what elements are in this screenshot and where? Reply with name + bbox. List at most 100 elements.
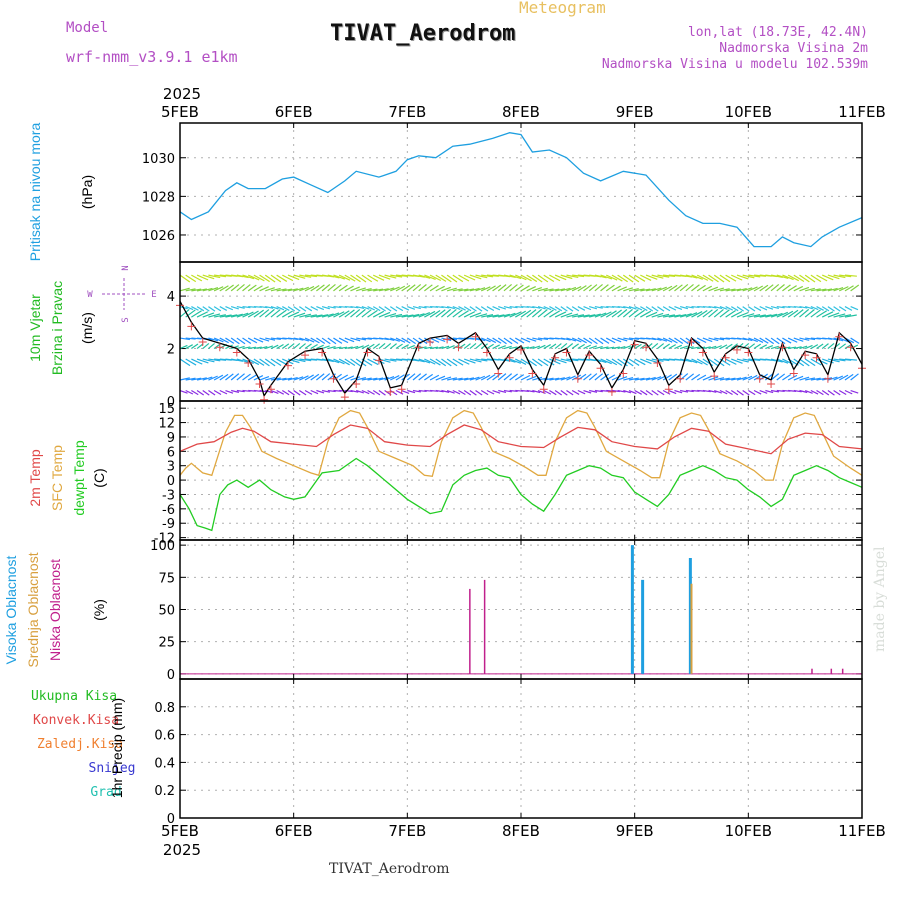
wind-barb: [458, 358, 470, 365]
wind-barb: [344, 375, 355, 381]
wind-gust-marker: [585, 351, 594, 360]
wind-barb: [497, 337, 507, 345]
wind-barb: [805, 377, 816, 381]
wind-barb: [759, 306, 768, 311]
wind-barb: [327, 389, 336, 393]
wind-barb: [719, 344, 728, 350]
wind-barb: [270, 389, 279, 395]
wind-barb: [333, 337, 343, 344]
wind-gust-marker: [755, 374, 764, 383]
wind-barb: [719, 309, 730, 318]
wind-barb: [651, 337, 662, 341]
wind-barb: [810, 344, 819, 350]
wind-barb: [480, 306, 489, 312]
wind-barb: [782, 310, 794, 318]
wind-barb: [281, 343, 290, 350]
wind-barb: [793, 305, 802, 309]
wind-barb: [367, 343, 375, 350]
wind-barb: [395, 337, 406, 343]
bottom-time-tick-label: 10FEB: [725, 822, 772, 840]
wind-barb: [509, 346, 518, 350]
wind-barb: [185, 344, 193, 350]
wind-barb: [469, 342, 477, 350]
wind-barb: [492, 344, 500, 350]
wind-barb: [748, 313, 761, 318]
wind-barb: [304, 337, 315, 343]
wind-barb: [617, 345, 626, 350]
wind-barb: [446, 344, 455, 350]
wind-barb: [588, 337, 598, 345]
wind-barb: [776, 284, 785, 292]
wind-barb: [395, 374, 405, 381]
wind-barb: [702, 389, 711, 393]
wind-barb: [543, 389, 552, 395]
compass-cross: [102, 278, 146, 310]
wind-barb: [185, 377, 196, 381]
wind-barb: [458, 377, 469, 381]
wind-barb: [287, 390, 295, 396]
wind-barb: [594, 274, 607, 279]
wind-barb: [554, 306, 563, 312]
station-title: TIVAT_Aerodrom: [330, 21, 516, 46]
wind-barb: [486, 337, 497, 344]
wind-barb: [225, 284, 234, 292]
wind-barb: [247, 284, 257, 292]
wind-barb: [242, 337, 252, 344]
wind-barb: [253, 274, 265, 282]
wind-barb: [464, 288, 475, 292]
wind-barb: [492, 306, 501, 311]
wind-barb: [532, 305, 541, 309]
wind-barb: [571, 306, 580, 312]
wind-barb: [310, 337, 320, 344]
wind-barb: [776, 337, 786, 345]
wind-barb: [833, 358, 846, 362]
wind-barb: [691, 305, 700, 309]
wind-barb: [668, 389, 677, 395]
wind-barb: [492, 337, 502, 344]
wind-barb: [594, 305, 603, 309]
wind-barb: [702, 346, 711, 350]
wind-barb: [645, 376, 656, 381]
wind-barb: [679, 313, 692, 318]
wind-barb: [372, 390, 381, 396]
wind-barb: [452, 337, 463, 340]
wind-barb: [270, 306, 279, 310]
wind-barb: [367, 377, 378, 381]
wind-barb: [191, 343, 199, 350]
wind-barb: [327, 346, 336, 350]
wind-barb: [446, 377, 458, 381]
temperature-ytick-label: -12: [154, 532, 175, 547]
wind-barb: [196, 288, 207, 292]
wind-barb: [725, 358, 737, 365]
precip-ytick-label: 0.6: [154, 729, 175, 744]
wind-barb: [674, 306, 683, 310]
wind-barb: [782, 274, 794, 281]
wind-barb: [231, 358, 244, 362]
wind-barb: [611, 285, 621, 292]
wind-barb: [816, 389, 824, 396]
wind-barb: [685, 346, 694, 350]
wind-barb: [634, 274, 646, 282]
wind-barb: [651, 287, 662, 292]
wind-barb: [441, 376, 452, 381]
wind-barb: [253, 337, 264, 343]
wind-barb: [316, 314, 329, 318]
wind-barb: [810, 389, 819, 395]
wind-barb: [844, 306, 853, 311]
wind-barb: [725, 306, 734, 311]
wind-barb: [640, 288, 651, 292]
wind-barb: [213, 337, 224, 343]
wind-barb: [401, 314, 414, 318]
wind-barb: [486, 314, 499, 318]
pressure-ytick-label: 1030: [142, 152, 175, 167]
wind-barb: [770, 306, 779, 309]
wind-barb: [327, 337, 337, 345]
wind-barb: [674, 389, 683, 394]
wind-barb: [804, 389, 813, 394]
wind-barb: [202, 342, 210, 350]
wind-barb: [492, 373, 501, 381]
wind-barb: [776, 389, 785, 392]
wind-barb: [253, 285, 263, 292]
wind-barb: [372, 343, 381, 350]
wind-barb: [384, 337, 395, 341]
